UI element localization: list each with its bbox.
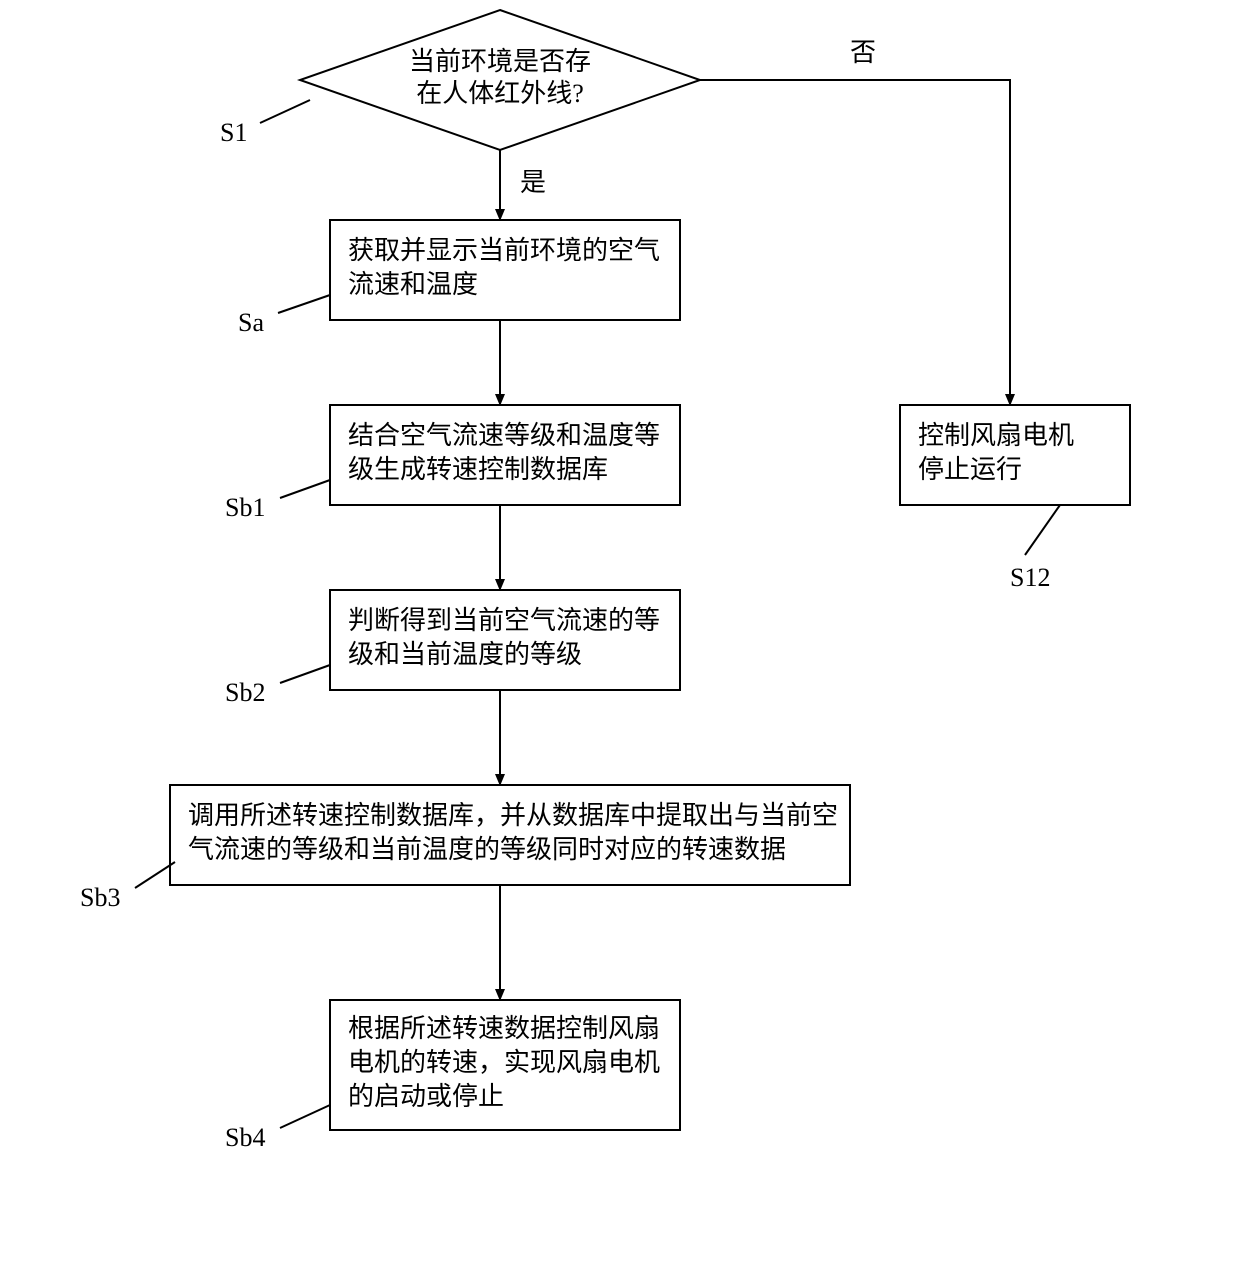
callout-label-Sb3: Sb3	[80, 883, 120, 912]
node-sb1: 结合空气流速等级和温度等级生成转速控制数据库	[330, 405, 680, 505]
node-sb2: 判断得到当前空气流速的等级和当前温度的等级	[330, 590, 680, 690]
callout-leader	[1025, 505, 1060, 555]
text-line: 判断得到当前空气流速的等	[348, 606, 660, 635]
edge	[700, 80, 1010, 405]
node-sb4: 根据所述转速数据控制风扇电机的转速，实现风扇电机的启动或停止	[330, 1000, 680, 1130]
callout-label-Sb2: Sb2	[225, 678, 265, 707]
text-line: 当前环境是否存	[409, 47, 591, 76]
callout-label-Sa: Sa	[238, 308, 264, 337]
edge-label: 否	[850, 38, 876, 67]
text-line: 的启动或停止	[348, 1082, 504, 1111]
text-line: 电机的转速，实现风扇电机	[348, 1048, 660, 1077]
text-line: 在人体红外线?	[416, 79, 584, 108]
text-line: 级生成转速控制数据库	[348, 455, 608, 484]
node-s1: 当前环境是否存在人体红外线?	[300, 10, 700, 150]
callout-leader	[280, 1105, 330, 1128]
node-s12: 控制风扇电机停止运行	[900, 405, 1130, 505]
text-line: 停止运行	[918, 455, 1022, 484]
callout-label-S12: S12	[1010, 563, 1050, 592]
callout-leader	[280, 665, 330, 683]
edge-label: 是	[520, 168, 546, 197]
node-sb3: 调用所述转速控制数据库，并从数据库中提取出与当前空气流速的等级和当前温度的等级同…	[170, 785, 850, 885]
text-line: 控制风扇电机	[918, 421, 1074, 450]
node-sa: 获取并显示当前环境的空气流速和温度	[330, 220, 680, 320]
text-line: 结合空气流速等级和温度等	[348, 421, 660, 450]
callout-label-Sb1: Sb1	[225, 493, 265, 522]
callout-label-Sb4: Sb4	[225, 1123, 265, 1152]
text-line: 气流速的等级和当前温度的等级同时对应的转速数据	[188, 835, 786, 864]
text-line: 根据所述转速数据控制风扇	[348, 1014, 660, 1043]
callout-leader	[280, 480, 330, 498]
nodes-layer: 当前环境是否存在人体红外线?获取并显示当前环境的空气流速和温度结合空气流速等级和…	[170, 10, 1130, 1130]
text-line: 获取并显示当前环境的空气	[348, 236, 660, 265]
text-line: 流速和温度	[348, 270, 478, 299]
flowchart-diagram: 是否当前环境是否存在人体红外线?获取并显示当前环境的空气流速和温度结合空气流速等…	[0, 0, 1240, 1273]
callout-leader	[278, 295, 330, 313]
callout-leader	[260, 100, 310, 123]
text-line: 调用所述转速控制数据库，并从数据库中提取出与当前空	[188, 801, 838, 830]
text-line: 级和当前温度的等级	[348, 640, 582, 669]
callout-label-S1: S1	[220, 118, 247, 147]
